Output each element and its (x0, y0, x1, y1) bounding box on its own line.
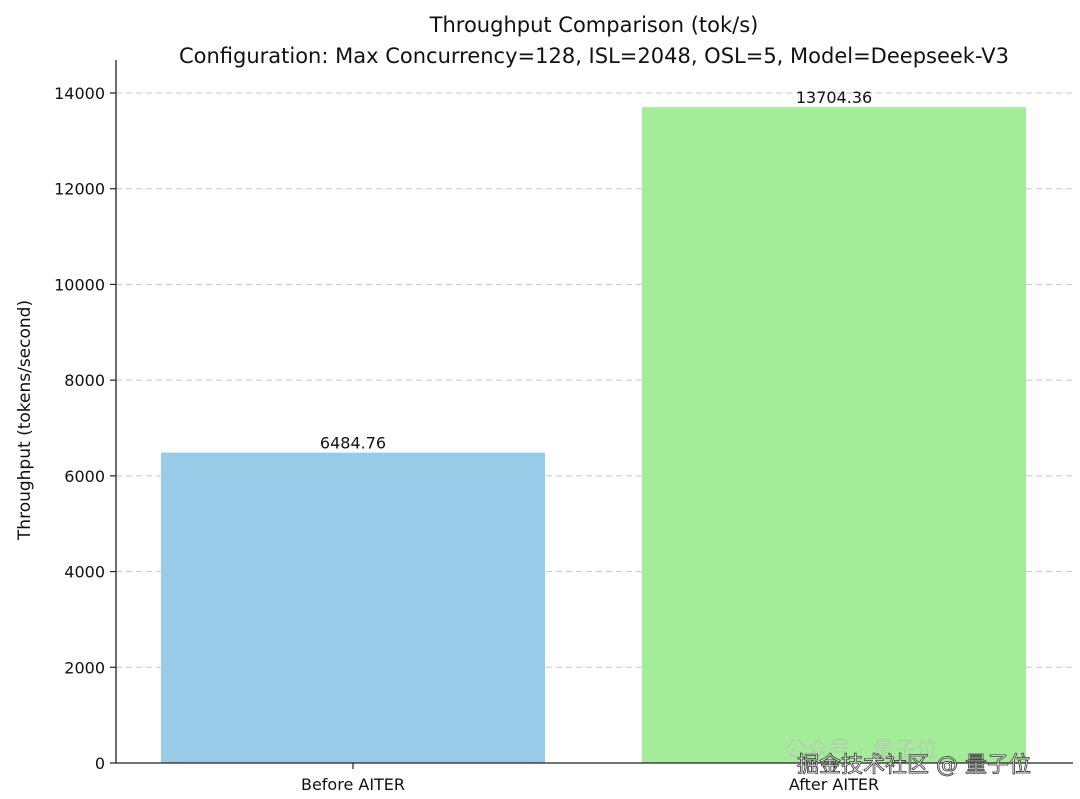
watermark-faint: 公众号 · 量子位 (785, 738, 938, 763)
y-ticks: 0 2000 4000 6000 8000 10000 12000 14000 (54, 84, 116, 773)
data-labels: 6484.76 13704.36 (320, 88, 872, 453)
y-axis-label: Throughput (tokens/second) (15, 300, 35, 541)
y-tick-label: 10000 (54, 275, 105, 294)
bar-value-label: 13704.36 (796, 88, 872, 107)
chart-title: Throughput Comparison (tok/s) (429, 13, 759, 37)
bar-after-aiter (642, 107, 1026, 763)
y-tick-label: 0 (95, 754, 105, 773)
y-tick-label: 6000 (64, 467, 105, 486)
y-tick-label: 4000 (64, 563, 105, 582)
bar-before-aiter (161, 452, 545, 763)
axes (115, 60, 1073, 764)
bar-value-label: 6484.76 (320, 434, 386, 453)
y-tick-label: 12000 (54, 180, 105, 199)
watermark-text: 掘金技术社区 @ 量子位 (797, 753, 1031, 778)
chart-subtitle: Configuration: Max Concurrency=128, ISL=… (179, 44, 1009, 68)
x-tick-label: After AITER (789, 775, 879, 794)
y-tick-label: 2000 (64, 658, 105, 677)
y-tick-label: 8000 (64, 371, 105, 390)
x-ticks: Before AITER After AITER (301, 763, 879, 794)
y-tick-label: 14000 (54, 84, 105, 103)
x-tick-label: Before AITER (301, 775, 405, 794)
bars (161, 107, 1026, 763)
